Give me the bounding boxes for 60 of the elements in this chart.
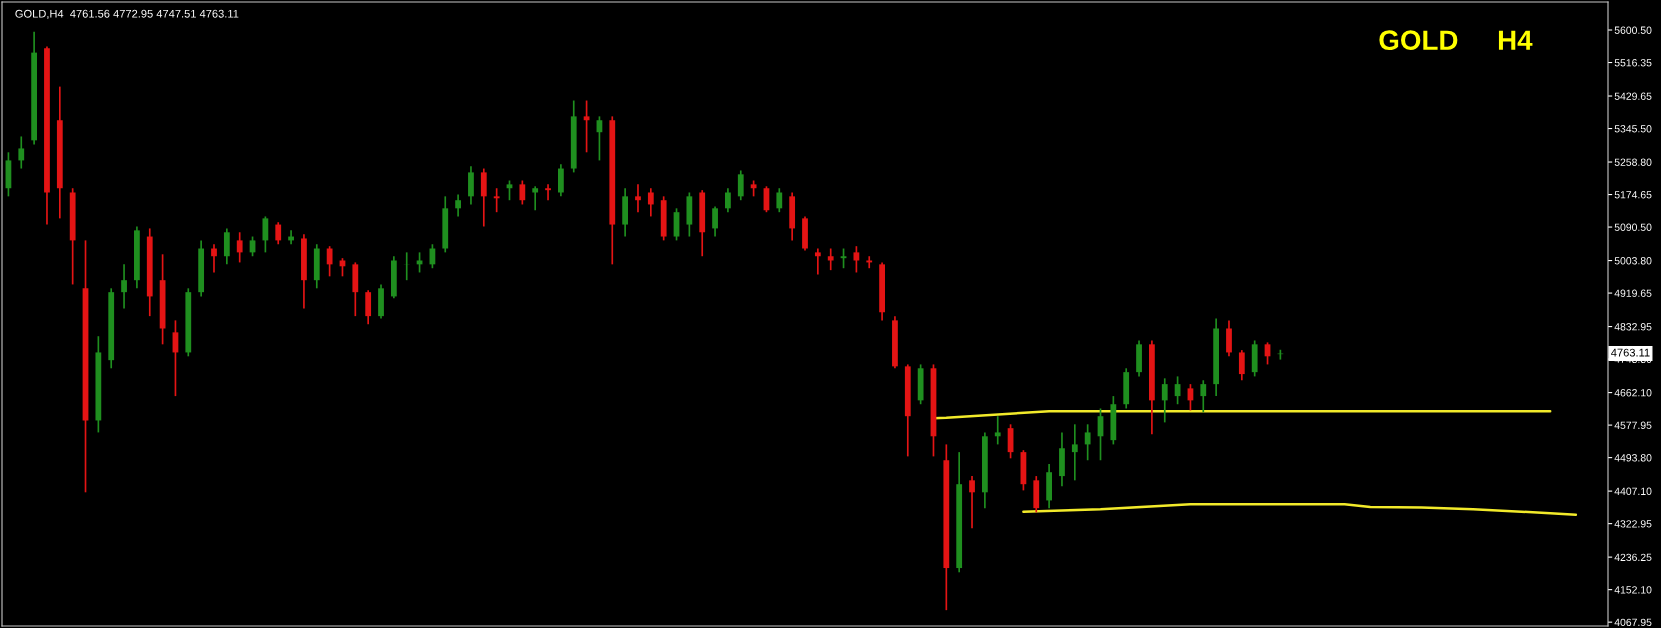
candlestick bbox=[558, 163, 564, 198]
text: GOLD H4 bbox=[1379, 30, 1533, 51]
y-tick-label: 4493.80 bbox=[1614, 454, 1652, 462]
candlestick bbox=[1200, 379, 1207, 414]
candlestick bbox=[545, 183, 551, 202]
candlestick bbox=[480, 167, 487, 228]
candlestick bbox=[840, 247, 847, 270]
candlestick bbox=[262, 215, 269, 254]
candlestick bbox=[725, 187, 731, 214]
candlestick bbox=[1084, 423, 1091, 462]
y-tick-label: 4236.25 bbox=[1614, 553, 1652, 562]
candlestick bbox=[1226, 319, 1232, 358]
candlestick bbox=[275, 221, 282, 246]
candlestick bbox=[416, 251, 423, 274]
candlestick bbox=[1238, 349, 1245, 382]
y-tick-label: 4067.95 bbox=[1614, 618, 1652, 627]
y-tick-label: 4662.10 bbox=[1614, 389, 1652, 397]
candlestick bbox=[1071, 423, 1078, 482]
y-tick-label: 4919.65 bbox=[1614, 289, 1652, 297]
candlestick bbox=[519, 179, 526, 206]
candlestick bbox=[583, 99, 590, 154]
candlestick bbox=[18, 135, 25, 170]
candlestick bbox=[712, 205, 718, 238]
candlestick bbox=[121, 263, 127, 310]
text: 4763.11 bbox=[1611, 348, 1650, 357]
y-tick-label: 5258.80 bbox=[1614, 158, 1652, 166]
candlestick bbox=[236, 231, 243, 264]
y-tick-label: 5174.65 bbox=[1614, 191, 1652, 199]
annotation: GOLD,H4 4761.56 4772.95 4747.51 4763.11 bbox=[15, 9, 239, 19]
y-tick-label: 4577.95 bbox=[1614, 421, 1652, 429]
y-tick-label: 4322.95 bbox=[1614, 520, 1652, 528]
candlestick bbox=[737, 169, 744, 202]
candlestick bbox=[866, 255, 873, 270]
candlestick bbox=[776, 187, 783, 214]
candlestick bbox=[1161, 377, 1168, 424]
y-tick-label: 4407.10 bbox=[1614, 487, 1652, 495]
candlestick bbox=[211, 243, 217, 274]
y-tick-label: 5003.80 bbox=[1614, 257, 1652, 265]
y-tick-label: 5516.35 bbox=[1614, 59, 1652, 67]
candlestick bbox=[455, 193, 461, 218]
y-tick-label: 5345.50 bbox=[1614, 125, 1652, 133]
candlestick bbox=[506, 179, 513, 202]
candlestick bbox=[223, 227, 230, 266]
candlestick bbox=[365, 289, 372, 326]
y-tick-label: 4832.95 bbox=[1614, 323, 1652, 331]
candlestick bbox=[814, 247, 821, 276]
y-tick-label: 4152.10 bbox=[1614, 586, 1652, 594]
candlestick bbox=[468, 165, 474, 206]
candlestick bbox=[326, 245, 333, 278]
candlestick bbox=[493, 187, 500, 214]
candlestick bbox=[969, 475, 975, 530]
y-tick-label: 5090.50 bbox=[1614, 223, 1652, 231]
y-tick-label: 5600.50 bbox=[1614, 26, 1652, 34]
candlestick bbox=[532, 185, 539, 212]
candlestick bbox=[827, 247, 834, 271]
line-series bbox=[1022, 503, 1578, 516]
candlestick bbox=[994, 415, 1001, 446]
candlestick bbox=[647, 187, 654, 218]
y-tick-label: 5429.65 bbox=[1614, 92, 1652, 100]
candlestick bbox=[635, 183, 641, 214]
